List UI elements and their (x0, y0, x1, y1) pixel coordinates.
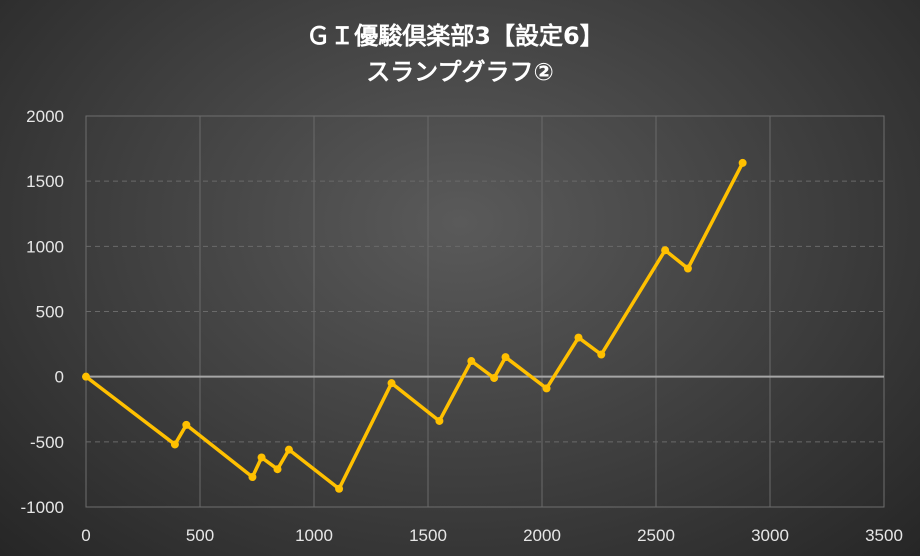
chart-title-line2: スランプグラフ② (366, 58, 554, 86)
data-point (248, 473, 257, 482)
data-point (467, 357, 476, 366)
y-tick-label: 1000 (26, 237, 64, 256)
data-point (490, 373, 499, 382)
y-tick-label: -500 (30, 433, 64, 452)
data-point (435, 416, 444, 425)
y-tick-label: 0 (55, 368, 64, 387)
series-line (84, 161, 745, 491)
x-tick-label: 2000 (523, 526, 561, 545)
data-point (387, 379, 396, 388)
data-point (683, 264, 692, 273)
y-tick-label: -1000 (21, 498, 64, 517)
x-tick-label: 1000 (295, 526, 333, 545)
data-point (335, 484, 344, 493)
x-axis-ticks: 0 500 1000 1500 2000 2500 3000 3500 (81, 526, 903, 545)
x-tick-label: 3500 (865, 526, 903, 545)
data-point (542, 384, 551, 393)
data-point (273, 465, 282, 474)
chart-title-line1: ＧＩ優駿倶楽部3【設定6】 (306, 22, 603, 50)
y-axis-ticks: 2000 1500 1000 500 0 -500 -1000 (21, 107, 64, 517)
data-point (284, 445, 293, 454)
y-tick-label: 2000 (26, 107, 64, 126)
x-tick-label: 1500 (409, 526, 447, 545)
x-tick-label: 0 (81, 526, 90, 545)
data-point (82, 372, 90, 381)
data-point (574, 333, 583, 342)
data-point (182, 420, 191, 429)
data-point (170, 440, 179, 449)
x-tick-label: 500 (186, 526, 214, 545)
data-point (738, 158, 747, 167)
y-tick-label: 500 (36, 303, 64, 322)
x-tick-label: 3000 (751, 526, 789, 545)
data-point (257, 453, 266, 462)
data-point (661, 246, 670, 255)
data-point (501, 353, 510, 362)
series-group (82, 158, 747, 493)
grid-lines (86, 116, 884, 507)
y-tick-label: 1500 (26, 172, 64, 191)
data-point (597, 350, 606, 359)
x-tick-label: 2500 (637, 526, 675, 545)
